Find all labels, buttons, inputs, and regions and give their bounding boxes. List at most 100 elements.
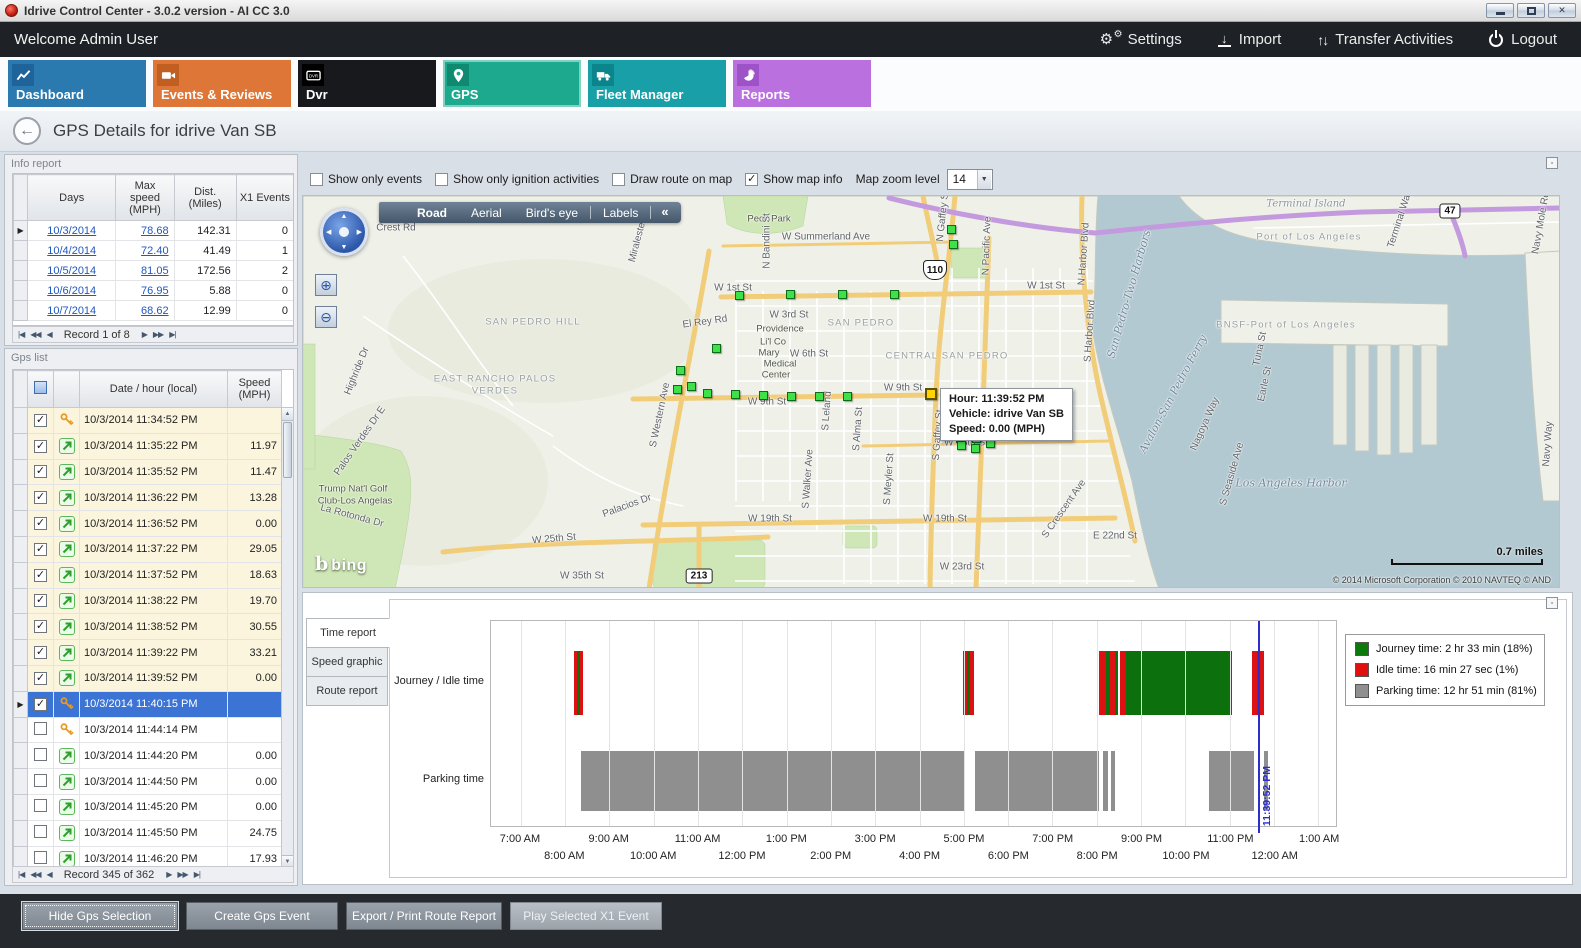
gps-list-row[interactable]: 10/3/2014 11:46:20 PM 17.93 bbox=[13, 845, 282, 869]
info-report-row[interactable]: 10/5/2014 81.05 172.56 2 bbox=[13, 260, 293, 281]
gps-list-row[interactable]: ✓ 10/3/2014 11:36:22 PM 13.28 bbox=[13, 484, 282, 512]
gps-list-row[interactable]: 10/3/2014 11:45:20 PM 0.00 bbox=[13, 793, 282, 821]
gps-row-checkbox[interactable]: ✓ bbox=[34, 439, 47, 453]
route-point-marker[interactable] bbox=[970, 443, 980, 453]
gps-list-row[interactable]: ✓ 10/3/2014 11:37:52 PM 18.63 bbox=[13, 561, 282, 589]
gps-column-header[interactable]: Date / hour (local) bbox=[79, 370, 228, 408]
gps-row-checkbox[interactable]: ✓ bbox=[34, 413, 47, 427]
pan-west-icon[interactable]: ◀ bbox=[326, 229, 332, 236]
map-panel-collapse-button[interactable]: ▫ bbox=[1546, 157, 1558, 169]
prev-page-button[interactable]: ◀◀ bbox=[30, 330, 41, 339]
route-point-marker[interactable] bbox=[730, 389, 740, 399]
gps-row-checkbox[interactable]: ✓ bbox=[34, 465, 47, 479]
last-record-button[interactable]: ▶| bbox=[193, 870, 201, 879]
route-point-marker[interactable] bbox=[686, 381, 696, 391]
route-point-marker[interactable] bbox=[956, 440, 966, 450]
chart-panel-collapse-button[interactable]: ▫ bbox=[1546, 597, 1558, 609]
maximize-button[interactable] bbox=[1517, 3, 1545, 18]
bottom-button-3[interactable]: Export / Print Route Report bbox=[346, 902, 502, 930]
day-link-cell[interactable]: 10/3/2014 bbox=[27, 220, 117, 241]
pan-south-icon[interactable]: ▼ bbox=[340, 244, 348, 251]
route-point-marker[interactable] bbox=[786, 391, 796, 401]
checkbox-info[interactable]: ✓ Show map info bbox=[745, 172, 843, 186]
route-point-marker[interactable] bbox=[702, 388, 712, 398]
back-button[interactable]: ← bbox=[13, 117, 41, 145]
gps-list-row[interactable]: ✓ 10/3/2014 11:34:52 PM bbox=[13, 407, 282, 434]
scrollbar-thumb[interactable] bbox=[283, 422, 292, 478]
route-point-marker[interactable] bbox=[785, 289, 795, 299]
gps-row-checkbox[interactable]: ✓ bbox=[34, 671, 47, 685]
next-page-button[interactable]: ▶▶ bbox=[177, 870, 188, 879]
gps-row-checkbox[interactable]: ✓ bbox=[34, 620, 47, 634]
gps-list-row[interactable]: ✓ 10/3/2014 11:36:52 PM 0.00 bbox=[13, 510, 282, 537]
tab-dvr[interactable]: DVR Dvr bbox=[298, 60, 436, 107]
gps-list-row[interactable]: ✓ 10/3/2014 11:37:22 PM 29.05 bbox=[13, 535, 282, 563]
first-record-button[interactable]: |◀ bbox=[18, 870, 25, 879]
info-column-header[interactable]: Dist. (Miles) bbox=[173, 174, 237, 221]
close-button[interactable]: ✕ bbox=[1548, 3, 1576, 18]
gps-list-row[interactable]: ✓ 10/3/2014 11:35:52 PM 11.47 bbox=[13, 458, 282, 486]
zoom-out-button[interactable]: ⊖ bbox=[315, 306, 337, 328]
first-record-button[interactable]: |◀ bbox=[18, 330, 25, 339]
tab-gps[interactable]: GPS bbox=[443, 60, 581, 107]
gps-list-row[interactable]: ✓ 10/3/2014 11:38:52 PM 30.55 bbox=[13, 613, 282, 641]
info-column-header[interactable]: X1 Events bbox=[235, 174, 293, 221]
gps-row-checkbox[interactable]: ✓ bbox=[34, 491, 47, 505]
logout-button[interactable]: Logout bbox=[1489, 31, 1557, 48]
max-speed-cell[interactable]: 76.95 bbox=[115, 280, 175, 301]
select-all-checkbox[interactable] bbox=[34, 381, 47, 394]
select-all-header[interactable] bbox=[27, 370, 54, 408]
next-page-button[interactable]: ▶▶ bbox=[152, 330, 164, 339]
chart-tab-time-report[interactable]: Time report bbox=[306, 618, 390, 648]
gps-row-checkbox[interactable]: ✓ bbox=[34, 568, 47, 582]
info-column-header[interactable]: Days bbox=[27, 174, 117, 221]
checkbox-events[interactable]: Show only events bbox=[310, 172, 422, 186]
map-style-bird-s-eye[interactable]: Bird's eye bbox=[525, 205, 578, 220]
bing-logo[interactable]: b bing bbox=[315, 553, 367, 575]
map-zoom-select[interactable]: 14 ▼ bbox=[946, 168, 993, 190]
gps-row-checkbox[interactable]: ✓ bbox=[34, 542, 47, 556]
day-link-cell[interactable]: 10/4/2014 bbox=[27, 240, 117, 261]
info-report-row[interactable]: 10/7/2014 68.62 12.99 0 bbox=[13, 300, 293, 321]
map-style-labels[interactable]: Labels bbox=[603, 205, 639, 220]
max-speed-cell[interactable]: 72.40 bbox=[115, 240, 175, 261]
gps-column-header[interactable]: Speed (MPH) bbox=[227, 370, 282, 408]
route-point-marker[interactable] bbox=[889, 289, 899, 299]
gps-list-row[interactable]: ✓ 10/3/2014 11:38:22 PM 19.70 bbox=[13, 587, 282, 615]
info-column-header[interactable]: Max speed (MPH) bbox=[115, 174, 175, 221]
tab-fleet-manager[interactable]: Fleet Manager bbox=[588, 60, 726, 107]
gps-list-row[interactable]: 10/3/2014 11:44:50 PM 0.00 bbox=[13, 768, 282, 795]
info-report-row[interactable]: 10/4/2014 72.40 41.49 1 bbox=[13, 240, 293, 261]
gps-list-scrollbar[interactable]: ▲ ▼ bbox=[281, 407, 294, 869]
gps-row-checkbox[interactable]: ✓ bbox=[34, 517, 47, 531]
gps-list-row[interactable]: ✓ 10/3/2014 11:35:22 PM 11.97 bbox=[13, 432, 282, 460]
gps-row-checkbox[interactable] bbox=[34, 721, 47, 735]
bottom-button-4[interactable]: Play Selected X1 Event bbox=[510, 902, 662, 930]
gps-row-checkbox[interactable] bbox=[34, 825, 47, 839]
gps-list-row[interactable]: 10/3/2014 11:45:50 PM 24.75 bbox=[13, 819, 282, 847]
import-button[interactable]: ↓ Import bbox=[1218, 31, 1281, 48]
gps-row-checkbox[interactable]: ✓ bbox=[34, 594, 47, 608]
gps-list-row[interactable]: 10/3/2014 11:44:14 PM bbox=[13, 716, 282, 744]
map-style-aerial[interactable]: Aerial bbox=[471, 205, 502, 220]
gps-row-checkbox[interactable] bbox=[34, 799, 47, 813]
day-link-cell[interactable]: 10/5/2014 bbox=[27, 260, 117, 281]
gps-list-row[interactable]: ✓ 10/3/2014 11:39:22 PM 33.21 bbox=[13, 639, 282, 666]
prev-record-button[interactable]: ◀ bbox=[46, 870, 53, 879]
chart-tab-speed-graphic[interactable]: Speed graphic bbox=[306, 647, 388, 677]
gps-row-checkbox[interactable]: ✓ bbox=[34, 697, 47, 711]
gps-row-checkbox[interactable]: ✓ bbox=[34, 646, 47, 660]
scroll-up-arrow[interactable]: ▲ bbox=[282, 408, 293, 421]
gps-row-checkbox[interactable] bbox=[34, 850, 47, 864]
next-record-button[interactable]: ▶ bbox=[141, 330, 148, 339]
last-record-button[interactable]: ▶| bbox=[169, 330, 176, 339]
day-link-cell[interactable]: 10/6/2014 bbox=[27, 280, 117, 301]
map-canvas[interactable]: Crest Rd W Summerland Ave Peck Park W 1st S… bbox=[302, 195, 1560, 588]
minimize-button[interactable] bbox=[1486, 3, 1514, 18]
gps-row-checkbox[interactable] bbox=[34, 773, 47, 787]
route-point-marker[interactable] bbox=[837, 289, 847, 299]
route-point-marker[interactable] bbox=[675, 365, 685, 375]
route-point-marker[interactable] bbox=[758, 390, 768, 400]
gps-list-row[interactable]: ✓ 10/3/2014 11:39:52 PM 0.00 bbox=[13, 664, 282, 692]
route-point-marker[interactable] bbox=[734, 290, 744, 300]
